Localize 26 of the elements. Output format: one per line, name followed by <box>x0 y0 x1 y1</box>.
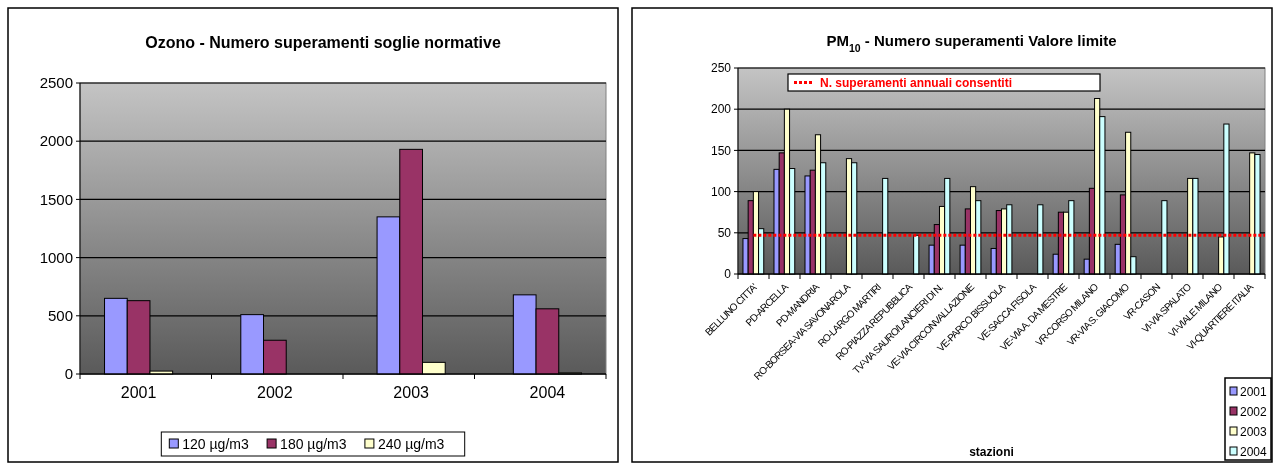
legend-label: N. superamenti annuali consentiti <box>820 76 1013 90</box>
chart-title: Ozono - Numero superamenti soglie normative <box>145 34 501 51</box>
legend-label: 2004 <box>1240 445 1268 459</box>
y-tick-label: 2000 <box>39 132 73 150</box>
legend-label: 120 µg/m3 <box>182 436 249 452</box>
x-tick-label: 2004 <box>529 384 566 401</box>
y-tick-label: 1500 <box>39 190 73 208</box>
y-tick-label: 100 <box>710 184 732 199</box>
legend-label: 2002 <box>1240 405 1268 419</box>
y-tick-label: 2500 <box>39 74 73 92</box>
x-tick-label: 2002 <box>257 384 293 401</box>
y-tick-label: 0 <box>64 365 73 383</box>
x-tick-label: 2001 <box>120 384 157 401</box>
chart-title: PM$_{10}$ - Numero superamenti Valore limite <box>826 32 1117 54</box>
x-axis-title: stazioni <box>969 445 1014 459</box>
y-tick-label: 250 <box>710 61 732 76</box>
x-tick-label: 2003 <box>393 384 430 401</box>
y-tick-label: 200 <box>710 102 732 117</box>
legend-label: 180 µg/m3 <box>280 436 347 452</box>
y-tick-label: 0 <box>724 267 732 282</box>
legend-label: 2003 <box>1240 425 1268 439</box>
y-tick-label: 150 <box>710 143 732 158</box>
y-tick-label: 500 <box>47 307 73 325</box>
legend-label: 240 µg/m3 <box>377 436 445 452</box>
y-tick-label: 50 <box>717 226 732 240</box>
y-tick-label: 1000 <box>39 248 73 266</box>
